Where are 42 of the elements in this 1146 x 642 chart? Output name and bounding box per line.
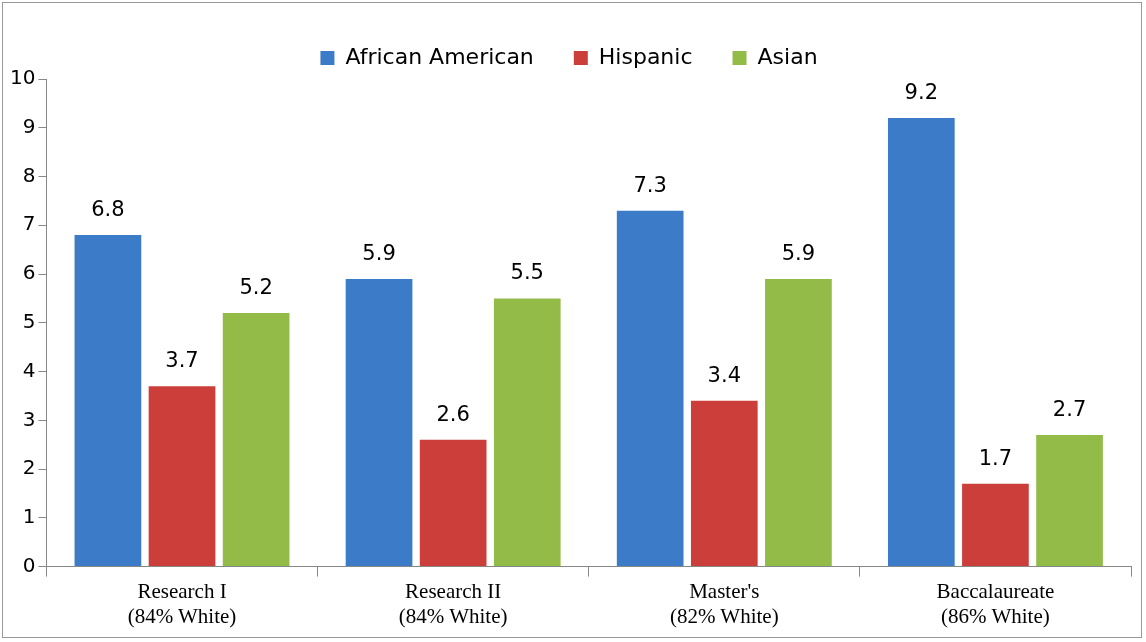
data-label: 9.2 xyxy=(904,79,939,104)
legend-label: Hispanic xyxy=(598,43,693,69)
x-tick-label: Research II (84% White) xyxy=(398,578,508,628)
y-tick-label: 3 xyxy=(22,406,36,431)
data-label: 1.7 xyxy=(978,445,1013,470)
bar xyxy=(962,483,1029,567)
legend-label: Asian xyxy=(757,43,818,69)
bar xyxy=(493,298,561,567)
data-label: 5.9 xyxy=(362,240,396,265)
data-label: 5.2 xyxy=(239,275,273,299)
bar xyxy=(148,386,216,567)
data-label: 7.3 xyxy=(633,172,667,197)
bar xyxy=(1036,434,1103,567)
y-tick-label: 9 xyxy=(22,113,36,138)
y-tick-label: 7 xyxy=(22,211,36,236)
bar xyxy=(74,235,142,567)
data-label: 5.9 xyxy=(781,240,816,265)
bar xyxy=(887,118,955,567)
bar xyxy=(616,210,684,567)
y-tick-label: 2 xyxy=(22,455,36,480)
y-tick-label: 8 xyxy=(22,162,36,187)
bar xyxy=(345,278,413,567)
x-tick-label: Baccalaureate (86% White) xyxy=(936,578,1055,628)
data-label: 2.7 xyxy=(1052,396,1087,421)
data-label: 6.8 xyxy=(91,196,125,221)
bar xyxy=(222,313,290,567)
data-label: 3.4 xyxy=(707,362,741,387)
data-label: 5.5 xyxy=(510,260,544,285)
data-label: 3.7 xyxy=(165,348,199,373)
y-tick-label: 0 xyxy=(22,552,36,577)
data-label: 2.6 xyxy=(436,401,470,426)
y-tick-label: 1 xyxy=(22,504,36,529)
legend-label: African American xyxy=(345,43,534,69)
y-tick-label: 4 xyxy=(22,357,36,382)
bar xyxy=(419,439,487,567)
x-tick-label: Master's (82% White) xyxy=(669,578,779,628)
y-tick-label: 6 xyxy=(22,260,36,285)
x-tick-label: Research I (84% White) xyxy=(127,578,237,628)
y-tick-label: 5 xyxy=(22,309,36,333)
bar xyxy=(765,278,832,567)
bar xyxy=(690,400,758,567)
y-tick-label: 10 xyxy=(10,65,36,90)
